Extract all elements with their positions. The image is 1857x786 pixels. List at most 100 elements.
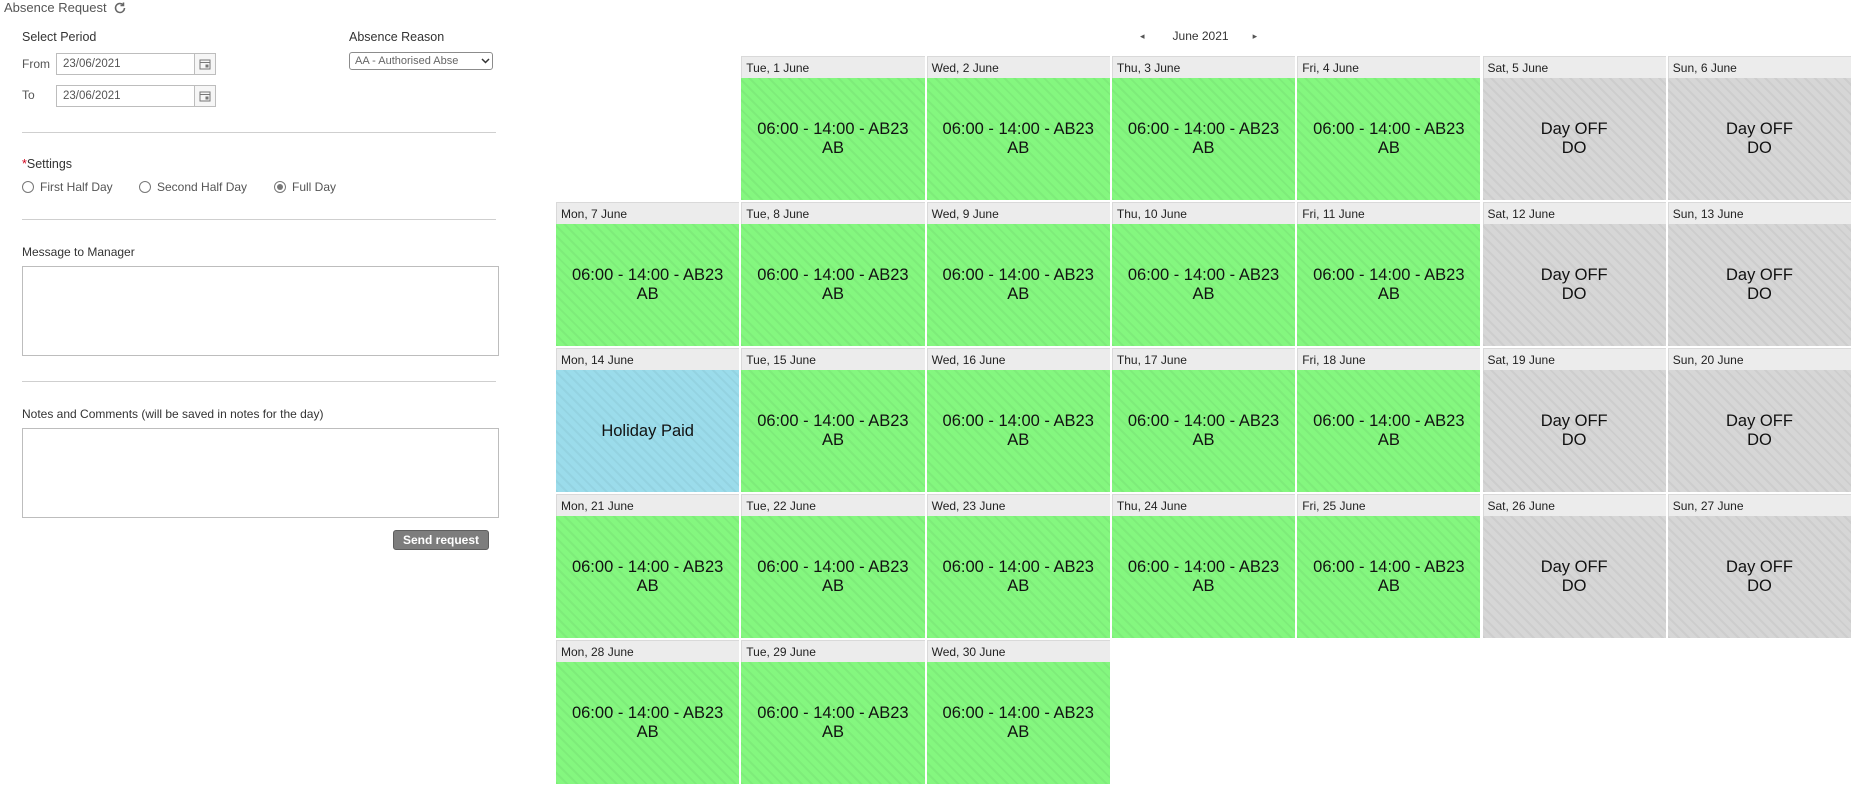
day-shift: 06:00 - 14:00 - AB23 AB bbox=[1112, 370, 1295, 492]
calendar-day-cell[interactable]: Fri, 11 June 06:00 - 14:00 - AB23 AB bbox=[1297, 202, 1483, 348]
shift-line-1: 06:00 - 14:00 - AB23 bbox=[942, 558, 1094, 576]
calendar-icon[interactable] bbox=[194, 86, 215, 106]
from-date-field[interactable]: 23/06/2021 bbox=[56, 53, 216, 75]
radio-second-half-day[interactable]: Second Half Day bbox=[139, 180, 247, 194]
shift-line-2: DO bbox=[1747, 431, 1772, 449]
divider bbox=[22, 132, 496, 133]
day-shift: 06:00 - 14:00 - AB23 AB bbox=[927, 78, 1110, 200]
calendar-day-cell[interactable]: Tue, 15 June 06:00 - 14:00 - AB23 AB bbox=[741, 348, 927, 494]
calendar-day-cell[interactable]: Thu, 24 June 06:00 - 14:00 - AB23 AB bbox=[1111, 494, 1298, 640]
calendar-day-cell[interactable]: Tue, 1 June 06:00 - 14:00 - AB23 AB bbox=[741, 56, 927, 202]
from-label: From bbox=[22, 57, 50, 71]
shift-line-2: DO bbox=[1561, 577, 1587, 595]
day-shift: Holiday Paid bbox=[556, 370, 739, 492]
calendar-day-cell[interactable]: Sat, 5 June Day OFF DO bbox=[1482, 56, 1668, 202]
chevron-down-icon bbox=[478, 58, 492, 64]
shift-line-1: 06:00 - 14:00 - AB23 bbox=[571, 558, 724, 576]
day-shift: 06:00 - 14:00 - AB23 AB bbox=[556, 662, 739, 784]
radio-button-selected[interactable] bbox=[274, 181, 286, 193]
send-request-button[interactable]: Send request bbox=[393, 530, 489, 550]
calendar-day-cell[interactable]: Fri, 4 June 06:00 - 14:00 - AB23 AB bbox=[1297, 56, 1483, 202]
shift-line-1: Day OFF bbox=[1725, 558, 1793, 576]
calendar-day-cell[interactable]: Mon, 14 June Holiday Paid bbox=[556, 348, 742, 494]
radio-button[interactable] bbox=[139, 181, 151, 193]
calendar-day-cell[interactable]: Tue, 8 June 06:00 - 14:00 - AB23 AB bbox=[741, 202, 927, 348]
calendar-day-cell[interactable]: Mon, 7 June 06:00 - 14:00 - AB23 AB bbox=[556, 202, 742, 348]
calendar-day-cell[interactable]: Tue, 22 June 06:00 - 14:00 - AB23 AB bbox=[741, 494, 927, 640]
day-header: Tue, 1 June bbox=[741, 56, 925, 78]
calendar-day-cell[interactable]: Fri, 25 June 06:00 - 14:00 - AB23 AB bbox=[1297, 494, 1483, 640]
calendar-day-cell[interactable]: Sun, 13 June Day OFF DO bbox=[1667, 202, 1854, 348]
day-header: Tue, 15 June bbox=[741, 348, 925, 370]
shift-line-2: AB bbox=[1192, 577, 1215, 595]
day-header: Wed, 30 June bbox=[926, 640, 1110, 662]
day-header: Mon, 7 June bbox=[556, 202, 740, 224]
next-month-icon[interactable]: ▸ bbox=[1252, 30, 1258, 41]
day-shift: Day OFF DO bbox=[1668, 370, 1851, 492]
divider bbox=[22, 219, 496, 220]
shift-line-1: 06:00 - 14:00 - AB23 bbox=[571, 704, 724, 722]
radio-first-half-day[interactable]: First Half Day bbox=[22, 180, 113, 194]
shift-line-1: Day OFF bbox=[1540, 412, 1608, 430]
calendar-day-cell[interactable]: Thu, 17 June 06:00 - 14:00 - AB23 AB bbox=[1111, 348, 1298, 494]
radio-label: First Half Day bbox=[40, 180, 113, 194]
settings-label: *Settings bbox=[22, 157, 73, 171]
shift-line-1: 06:00 - 14:00 - AB23 bbox=[1313, 412, 1465, 430]
shift-line-2: AB bbox=[1007, 723, 1030, 741]
divider bbox=[22, 381, 496, 382]
absence-reason-value: AA - Authorised Abse bbox=[355, 55, 459, 67]
absence-reason-select[interactable]: AA - Authorised Abse bbox=[349, 52, 493, 70]
calendar-day-cell[interactable]: Sat, 26 June Day OFF DO bbox=[1482, 494, 1668, 640]
calendar-day-cell[interactable]: Wed, 2 June 06:00 - 14:00 - AB23 AB bbox=[926, 56, 1112, 202]
calendar-day-cell[interactable]: Sat, 12 June Day OFF DO bbox=[1482, 202, 1668, 348]
shift-line-1: 06:00 - 14:00 - AB23 bbox=[757, 704, 909, 722]
refresh-icon[interactable] bbox=[113, 1, 127, 15]
day-header: Sun, 20 June bbox=[1667, 348, 1852, 370]
calendar-day-cell[interactable]: Mon, 21 June 06:00 - 14:00 - AB23 AB bbox=[556, 494, 742, 640]
absence-request-title: Absence Request bbox=[4, 0, 127, 15]
day-shift: 06:00 - 14:00 - AB23 AB bbox=[927, 662, 1110, 784]
calendar-day-cell[interactable]: Wed, 16 June 06:00 - 14:00 - AB23 AB bbox=[926, 348, 1112, 494]
shift-line-2: AB bbox=[821, 139, 844, 157]
required-marker: * bbox=[22, 157, 27, 171]
day-header: Mon, 21 June bbox=[556, 494, 740, 516]
calendar-day-cell[interactable]: Thu, 10 June 06:00 - 14:00 - AB23 AB bbox=[1111, 202, 1298, 348]
notes-input[interactable] bbox=[22, 428, 499, 518]
day-shift: 06:00 - 14:00 - AB23 AB bbox=[1297, 516, 1480, 638]
radio-label: Second Half Day bbox=[157, 180, 248, 194]
day-header: Wed, 16 June bbox=[926, 348, 1110, 370]
to-date-value: 23/06/2021 bbox=[63, 90, 121, 102]
day-header: Fri, 4 June bbox=[1297, 56, 1481, 78]
calendar-day-cell[interactable]: Thu, 3 June 06:00 - 14:00 - AB23 AB bbox=[1111, 56, 1298, 202]
calendar-day-cell[interactable]: Wed, 9 June 06:00 - 14:00 - AB23 AB bbox=[926, 202, 1112, 348]
to-date-field[interactable]: 23/06/2021 bbox=[56, 85, 216, 107]
calendar-day-cell[interactable]: Fri, 18 June 06:00 - 14:00 - AB23 AB bbox=[1297, 348, 1483, 494]
radio-full-day[interactable]: Full Day bbox=[274, 180, 336, 194]
day-header: Sun, 6 June bbox=[1667, 56, 1852, 78]
day-shift: Day OFF DO bbox=[1668, 224, 1851, 346]
radio-button[interactable] bbox=[22, 181, 34, 193]
calendar-day-cell[interactable]: Wed, 23 June 06:00 - 14:00 - AB23 AB bbox=[926, 494, 1112, 640]
message-to-manager-input[interactable] bbox=[22, 266, 499, 356]
shift-line-1: Day OFF bbox=[1540, 266, 1608, 284]
shift-line-1: Day OFF bbox=[1725, 120, 1793, 138]
calendar-day-cell[interactable]: Wed, 30 June 06:00 - 14:00 - AB23 AB bbox=[926, 640, 1112, 786]
shift-line-2: AB bbox=[1007, 285, 1030, 303]
day-shift: Day OFF DO bbox=[1483, 224, 1666, 346]
day-header: Fri, 11 June bbox=[1297, 202, 1481, 224]
prev-month-icon[interactable]: ◂ bbox=[1140, 30, 1145, 41]
shift-line-2: DO bbox=[1561, 431, 1587, 449]
calendar-day-cell[interactable]: Sat, 19 June Day OFF DO bbox=[1482, 348, 1668, 494]
calendar-icon[interactable] bbox=[194, 54, 215, 74]
shift-line-1: 06:00 - 14:00 - AB23 bbox=[942, 704, 1094, 722]
calendar-day-cell[interactable]: Mon, 28 June 06:00 - 14:00 - AB23 AB bbox=[556, 640, 742, 786]
day-shift: Day OFF DO bbox=[1668, 78, 1851, 200]
day-header: Sat, 12 June bbox=[1482, 202, 1666, 224]
day-shift: 06:00 - 14:00 - AB23 AB bbox=[1112, 78, 1295, 200]
day-header: Fri, 25 June bbox=[1297, 494, 1481, 516]
calendar-day-cell[interactable]: Sun, 20 June Day OFF DO bbox=[1667, 348, 1854, 494]
calendar-day-cell[interactable]: Tue, 29 June 06:00 - 14:00 - AB23 AB bbox=[741, 640, 927, 786]
day-header: Sat, 26 June bbox=[1482, 494, 1666, 516]
calendar-day-cell[interactable]: Sun, 6 June Day OFF DO bbox=[1667, 56, 1854, 202]
calendar-day-cell[interactable]: Sun, 27 June Day OFF DO bbox=[1667, 494, 1854, 640]
